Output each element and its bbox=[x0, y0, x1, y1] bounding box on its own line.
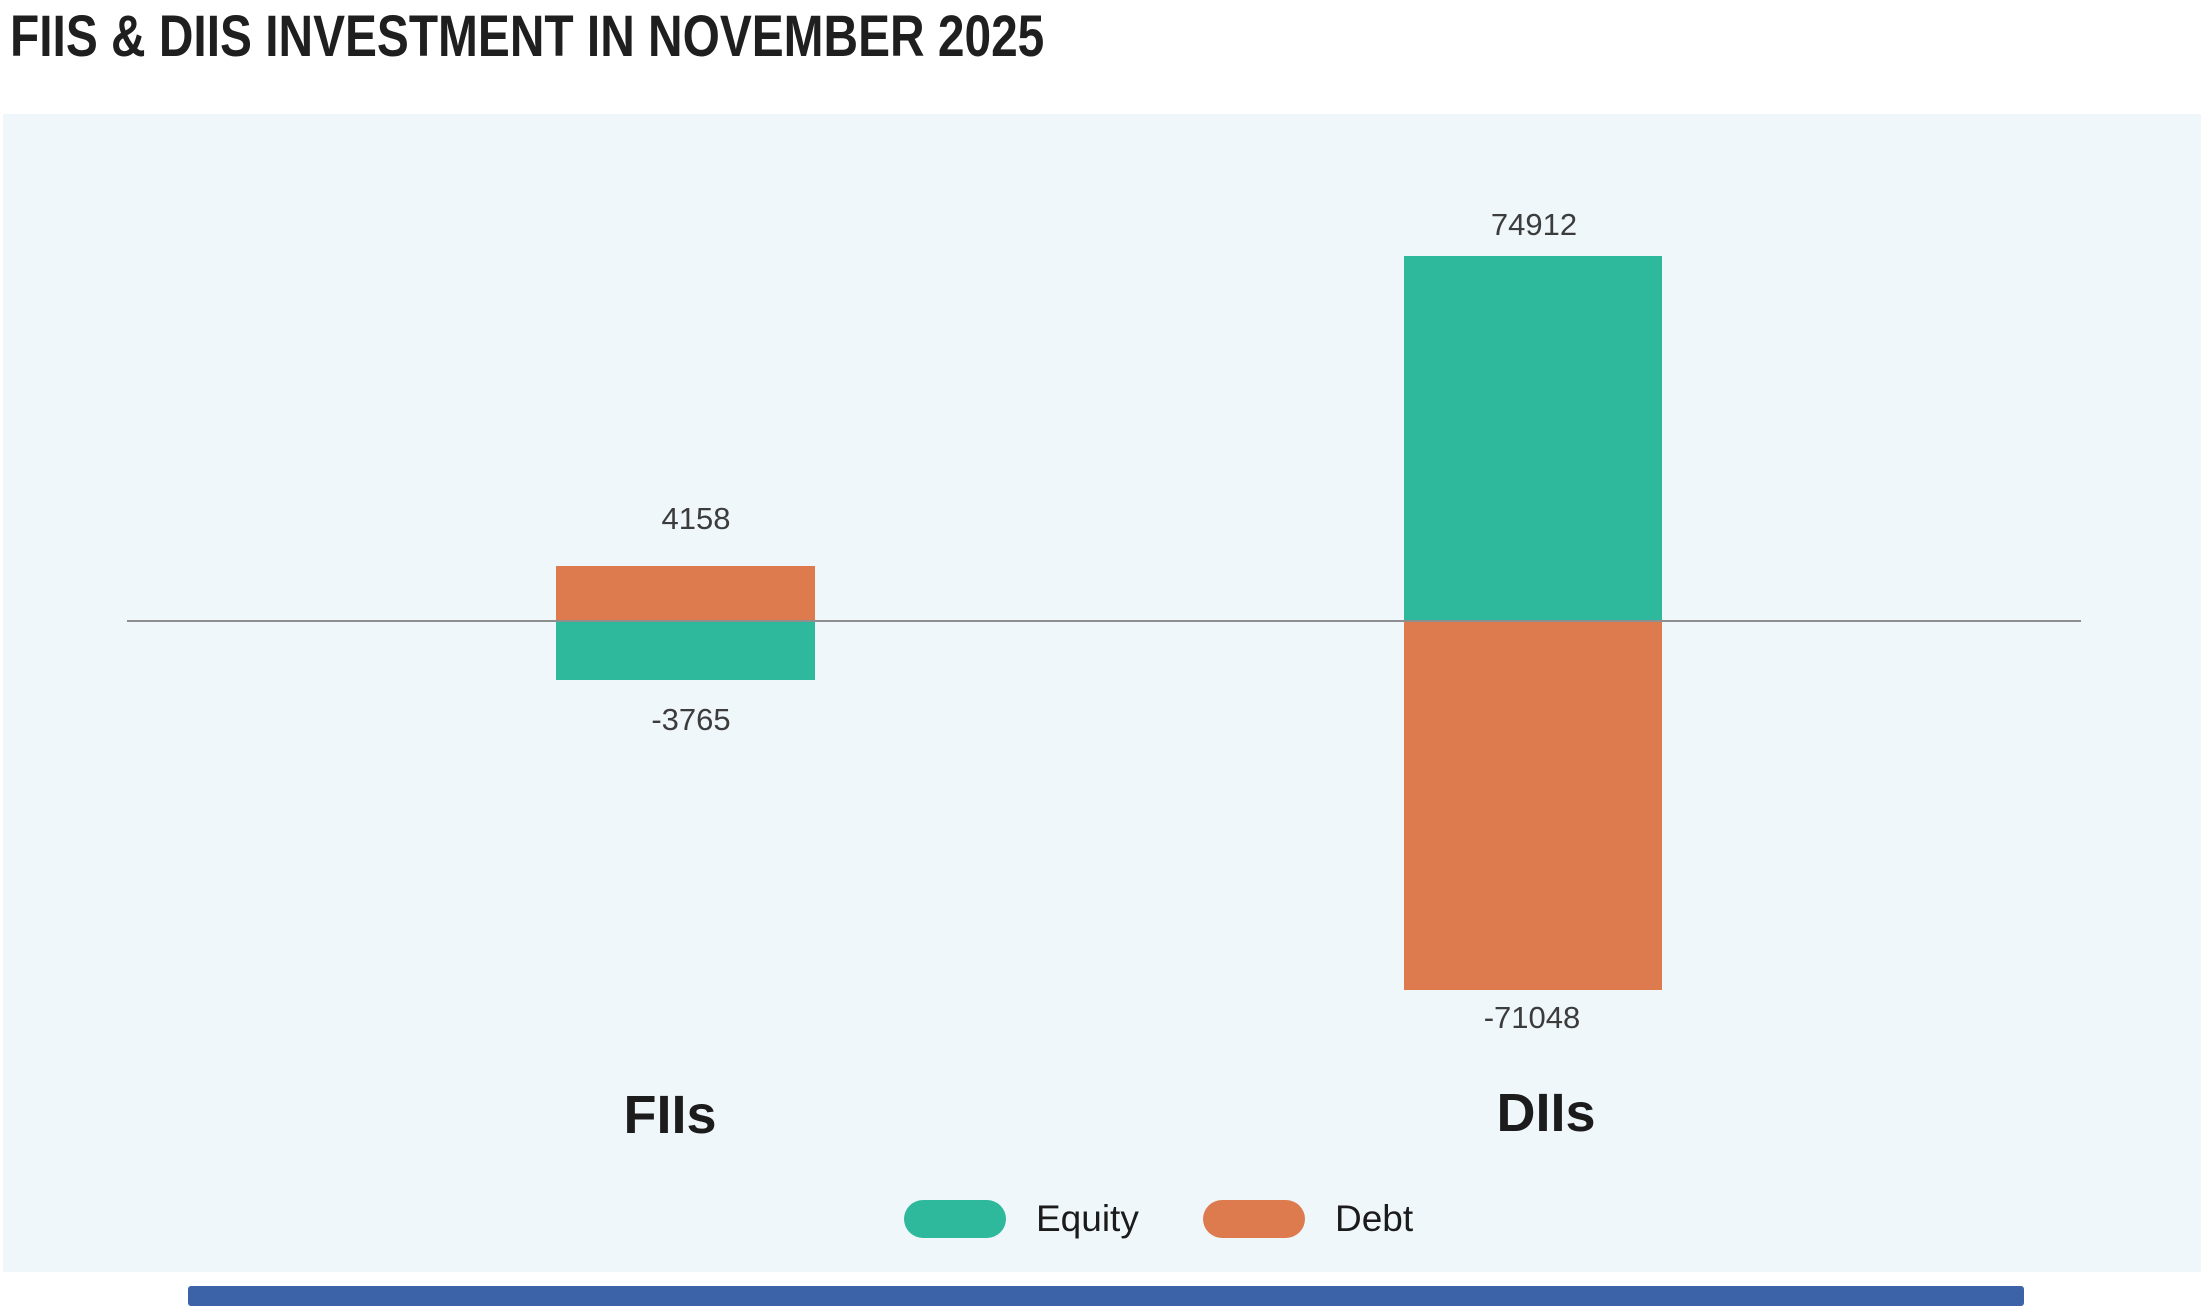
category-label-fiis: FIIs bbox=[623, 1085, 717, 1145]
value-label-fiis-debt: 4158 bbox=[661, 501, 731, 536]
equity-legend-swatch bbox=[904, 1200, 1006, 1238]
value-label-diis-equity: 74912 bbox=[1490, 207, 1578, 242]
value-label-diis-debt: -71048 bbox=[1483, 1000, 1581, 1035]
x-axis-baseline bbox=[127, 620, 2081, 622]
bar-fiis-equity[interactable] bbox=[556, 622, 815, 680]
legend-item-debt[interactable]: Debt bbox=[1203, 1198, 1414, 1239]
bar-diis-equity[interactable] bbox=[1404, 256, 1662, 622]
category-label-diis: DIIs bbox=[1496, 1083, 1596, 1143]
debt-legend-swatch bbox=[1203, 1200, 1305, 1238]
bar-diis-debt[interactable] bbox=[1404, 622, 1662, 990]
chart-title: FIIS & DIIS INVESTMENT IN NOVEMBER 2025 bbox=[10, 4, 1045, 69]
bar-fiis-debt[interactable] bbox=[556, 566, 815, 622]
legend-label-equity: Equity bbox=[1036, 1198, 1139, 1239]
chart-plot-area bbox=[3, 114, 2201, 1272]
legend-item-equity[interactable]: Equity bbox=[904, 1198, 1139, 1239]
horizontal-scrollbar[interactable] bbox=[188, 1286, 2024, 1306]
legend-label-debt: Debt bbox=[1335, 1198, 1414, 1239]
value-label-fiis-equity: -3765 bbox=[651, 702, 731, 737]
